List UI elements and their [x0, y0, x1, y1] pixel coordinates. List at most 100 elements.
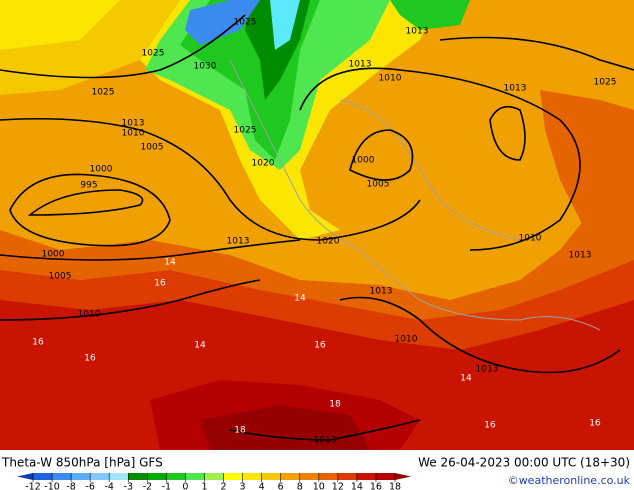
isobar [339, 296, 621, 374]
colorbar-cell [33, 473, 53, 480]
contour-label: 14 [194, 341, 206, 351]
colorbar-label: 3 [240, 482, 246, 490]
isobar [439, 36, 634, 71]
isobar [299, 67, 581, 251]
contour-label: 16 [154, 279, 166, 289]
contour-label: 14 [460, 374, 472, 384]
contour-label: 1013 [569, 251, 592, 261]
isobar [9, 173, 171, 247]
contour-label: 16 [32, 338, 44, 348]
colorbar-cell [204, 473, 224, 480]
contour-label: 1013 [476, 365, 499, 375]
colorbar-cell [223, 473, 243, 480]
contour-label: 14 [294, 294, 306, 304]
field-red-east [540, 90, 634, 250]
contour-label: 1013 [406, 27, 429, 37]
colorbar-end [17, 473, 33, 480]
contour-label: 1010 [395, 335, 418, 345]
colorbar-cell [375, 473, 395, 480]
contour-label: 1030 [194, 62, 217, 72]
colorbar-cell [356, 473, 376, 480]
isobar [0, 279, 261, 321]
contour-label: 1020 [252, 159, 275, 169]
contour-label: 16 [84, 354, 96, 364]
contour-label: 1000 [42, 250, 65, 260]
isobar [229, 419, 421, 441]
colorbar-cell [318, 473, 338, 480]
colorbar-cell [242, 473, 262, 480]
contour-label: 1000 [352, 156, 375, 166]
colorbar-cell [71, 473, 91, 480]
contour-label: 1025 [92, 88, 115, 98]
colorbar-label: 16 [370, 482, 382, 490]
valid-time: We 26-04-2023 00:00 UTC (18+30) [418, 456, 630, 470]
contour-label: 14 [164, 258, 176, 268]
colorbar-label: -10 [44, 482, 60, 490]
colorbar-cell [90, 473, 110, 480]
contour-label: 18 [234, 426, 246, 436]
colorbar-label: -8 [66, 482, 75, 490]
isobar [27, 189, 144, 216]
contour-label: 1013 [227, 237, 250, 247]
colorbar-label: 10 [313, 482, 325, 490]
colorbar-label: 12 [332, 482, 344, 490]
contour-label: 1025 [594, 78, 617, 88]
colorbar-label: 1 [201, 482, 207, 490]
colorbar-end [395, 473, 411, 480]
colorbar-label: -4 [104, 482, 113, 490]
colorbar-cell [185, 473, 205, 480]
contour-label: 1010 [122, 129, 145, 139]
contour-label: 1013 [370, 287, 393, 297]
colorbar-label: -1 [162, 482, 171, 490]
contour-label: 1025 [234, 126, 257, 136]
colorbar-cell [299, 473, 319, 480]
coastline [229, 59, 601, 331]
contour-label: 1005 [49, 272, 72, 282]
isobar [489, 105, 526, 161]
coastline-2 [339, 99, 521, 241]
colorbar-cell [52, 473, 72, 480]
field-green-ne [390, 0, 470, 30]
field-blue [185, 0, 260, 45]
colorbar-cell [280, 473, 300, 480]
colorbar-label: 14 [351, 482, 363, 490]
colorbar-label: 18 [389, 482, 401, 490]
contour-label: 1013 [349, 60, 372, 70]
colorbar-label: -6 [85, 482, 94, 490]
colorbar: -12 -10 -8 -6 -4 -3 -2 -1 0 1 2 3 4 6 8 10 12 14 16 18 [17, 473, 411, 490]
contour-label: 1005 [141, 143, 164, 153]
isobar [0, 239, 301, 261]
contour-label: 1013 [314, 436, 337, 446]
contour-label: 995 [80, 181, 97, 191]
colorbar-label: 0 [182, 482, 188, 490]
contour-label: 1020 [317, 237, 340, 247]
contour-label: 1013 [122, 119, 145, 129]
contour-label: 1005 [367, 180, 390, 190]
contour-label: 1025 [234, 18, 257, 28]
isobar [349, 129, 414, 181]
contour-label: 16 [589, 419, 601, 429]
colorbar-label: 8 [297, 482, 303, 490]
field-cyan [270, 0, 300, 50]
contour-label: 16 [484, 421, 496, 431]
isobar [0, 14, 246, 79]
colorbar-cell [337, 473, 357, 480]
credit: ©weatheronline.co.uk [508, 474, 631, 487]
colorbar-cell [166, 473, 186, 480]
colorbar-label: -2 [143, 482, 152, 490]
colorbar-cell [261, 473, 281, 480]
colorbar-cell [109, 473, 129, 480]
colorbar-label: 6 [278, 482, 284, 490]
field-darkest-red [200, 405, 370, 450]
contour-label: 1000 [90, 165, 113, 175]
contour-label: 16 [314, 341, 326, 351]
colorbar-label: -3 [124, 482, 133, 490]
colorbar-label: 2 [221, 482, 227, 490]
field-north-west-2 [0, 0, 120, 50]
isobar [0, 117, 421, 241]
map-title: Theta-W 850hPa [hPa] GFS [1, 456, 163, 470]
contour-label: 1010 [78, 310, 101, 320]
colorbar-label: 4 [259, 482, 265, 490]
